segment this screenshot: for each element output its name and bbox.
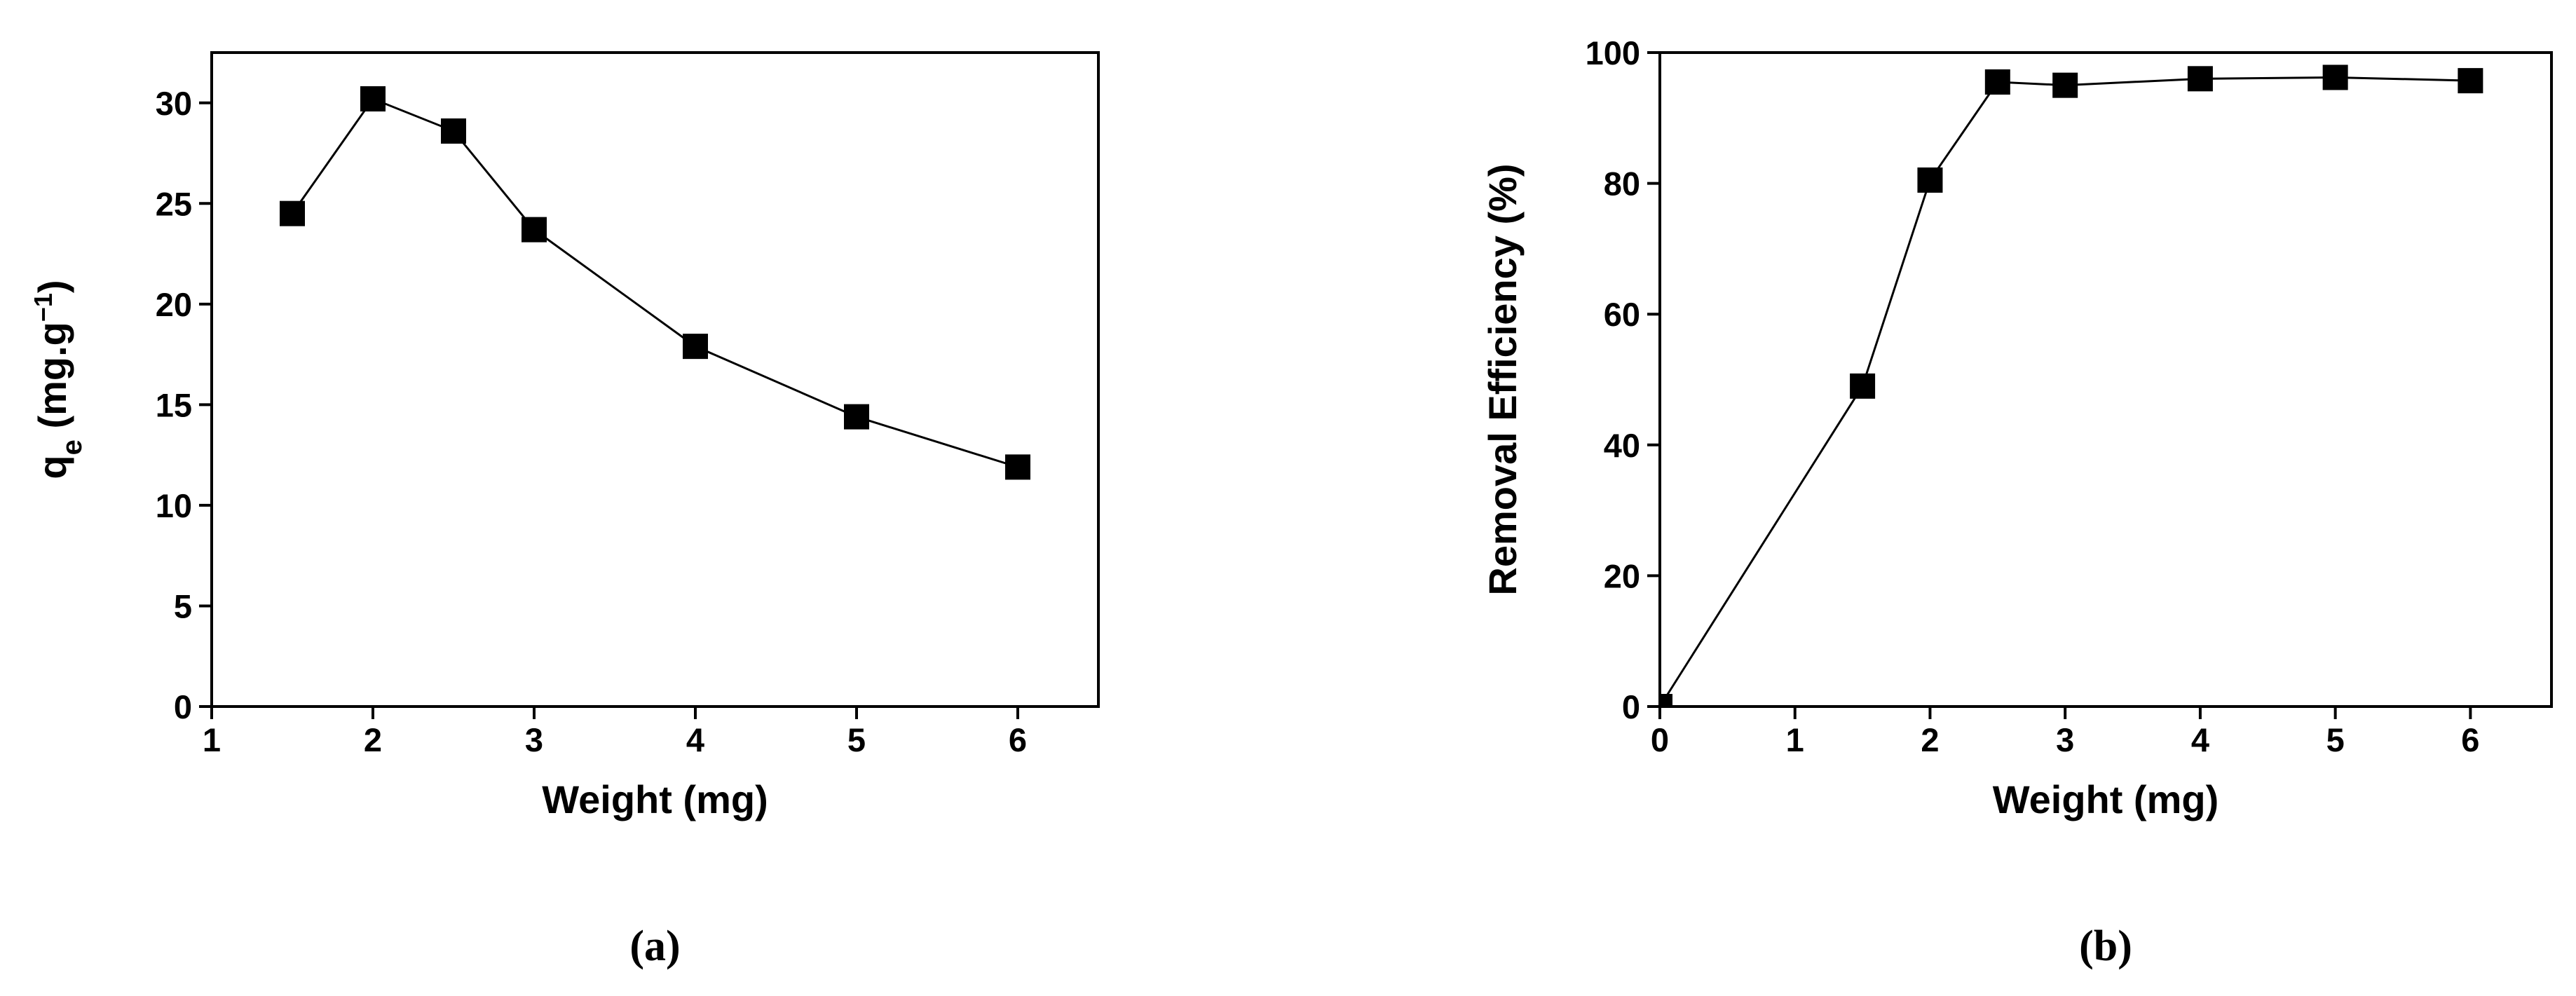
marker: [1660, 694, 1672, 707]
x-tick-label: 4: [2191, 721, 2209, 758]
x-tick-label: 2: [364, 721, 382, 758]
x-tick-label: 0: [1651, 721, 1669, 758]
marker: [2187, 66, 2213, 92]
series-line: [291, 97, 1018, 468]
marker: [1005, 454, 1030, 480]
y-tick-label: 15: [156, 386, 192, 423]
marker: [2052, 72, 2078, 98]
x-tick-label: 2: [1921, 721, 1939, 758]
y-axis-title: Removal Efficiency (%): [1480, 163, 1525, 595]
caption: (a): [629, 922, 680, 970]
marker: [1850, 373, 1876, 399]
y-tick-label: 40: [1604, 427, 1640, 464]
marker: [441, 118, 466, 144]
y-tick-label: 0: [174, 688, 192, 725]
y-tick-label: 100: [1586, 34, 1640, 71]
caption: (b): [2079, 922, 2132, 970]
y-tick-label: 20: [156, 286, 192, 323]
plot-frame: [1658, 51, 2553, 708]
y-axis-title-part: q: [30, 455, 74, 479]
y-axis-title-part: e: [57, 439, 88, 455]
chart: 1 2 3 4 5 6 0 5 10 15 20 25 30 Weight (mg) qe (mg.g−1)…: [29, 51, 1100, 970]
y-tick-label: 5: [174, 587, 192, 625]
y-tick-label: 80: [1604, 165, 1640, 203]
x-tick-label: 1: [203, 721, 221, 758]
marker: [522, 217, 547, 243]
marker: [1917, 167, 1943, 193]
y-axis-title-part: −1: [29, 293, 57, 322]
y-axis-title: qe (mg.g−1): [29, 280, 88, 479]
y-axis-title-part: (mg.g: [30, 322, 74, 439]
y-axis-title-part: Removal Efficiency (%): [1480, 163, 1525, 595]
x-tick-label: 5: [847, 721, 866, 758]
marker: [360, 86, 386, 112]
y-tick-label: 25: [156, 185, 192, 222]
marker: [280, 200, 305, 226]
y-axis-title-part: ): [30, 280, 74, 293]
y-tick-label: 60: [1604, 296, 1640, 333]
y-tick-label: 0: [1622, 688, 1640, 725]
x-tick-label: 4: [686, 721, 704, 758]
x-tick-label: 5: [2326, 721, 2345, 758]
y-tick-label: 20: [1604, 557, 1640, 594]
x-axis-title: Weight (mg): [1993, 777, 2219, 821]
x-tick-label: 6: [2461, 721, 2479, 758]
x-tick-label: 6: [1009, 721, 1027, 758]
x-axis-title: Weight (mg): [542, 777, 768, 821]
marker: [683, 334, 708, 360]
y-tick-label: 10: [156, 487, 192, 524]
x-tick-label: 3: [525, 721, 543, 758]
series-line: [1660, 76, 2471, 707]
plot-frame: [210, 51, 1100, 708]
marker: [2322, 64, 2348, 90]
marker: [1984, 69, 2010, 95]
x-tick-label: 1: [1786, 721, 1804, 758]
marker: [844, 404, 869, 430]
marker: [2458, 68, 2483, 94]
y-tick-label: 30: [156, 85, 192, 122]
x-tick-label: 3: [2056, 721, 2074, 758]
